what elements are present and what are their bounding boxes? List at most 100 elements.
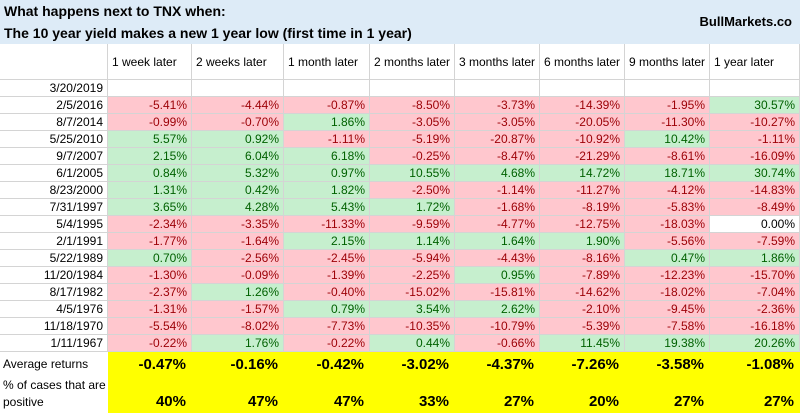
return-cell: -0.87%	[284, 97, 370, 114]
row-date: 1/11/1967	[0, 335, 108, 352]
return-cell: -18.02%	[625, 284, 710, 301]
return-cell: -8.19%	[540, 199, 625, 216]
summary-value: -4.37%	[455, 352, 540, 377]
return-cell: -9.59%	[370, 216, 455, 233]
return-cell: -0.09%	[192, 267, 284, 284]
return-cell: 1.82%	[284, 182, 370, 199]
return-cell: -0.66%	[455, 335, 540, 352]
return-cell: -2.36%	[710, 301, 800, 318]
return-cell: -1.30%	[108, 267, 192, 284]
return-cell: -4.44%	[192, 97, 284, 114]
return-cell: -1.64%	[192, 233, 284, 250]
return-cell: 2.15%	[108, 148, 192, 165]
row-date: 2/5/2016	[0, 97, 108, 114]
return-cell: 5.32%	[192, 165, 284, 182]
return-cell: -7.73%	[284, 318, 370, 335]
column-header: 1 month later	[284, 44, 370, 80]
summary-value: 20%	[540, 377, 625, 413]
return-cell: 14.72%	[540, 165, 625, 182]
subtitle: The 10 year yield makes a new 1 year low…	[0, 22, 800, 44]
return-cell: 6.18%	[284, 148, 370, 165]
return-cell: -4.12%	[625, 182, 710, 199]
return-cell: 1.72%	[370, 199, 455, 216]
return-cell: 2.62%	[455, 301, 540, 318]
row-date: 5/4/1995	[0, 216, 108, 233]
empty-cell	[192, 80, 284, 97]
return-cell: 1.90%	[540, 233, 625, 250]
return-cell: 0.97%	[284, 165, 370, 182]
row-date: 11/20/1984	[0, 267, 108, 284]
column-header: 3 months later	[455, 44, 540, 80]
return-cell: -11.30%	[625, 114, 710, 131]
empty-cell	[625, 80, 710, 97]
return-cell: -20.87%	[455, 131, 540, 148]
return-cell: -15.81%	[455, 284, 540, 301]
return-cell: 30.74%	[710, 165, 800, 182]
return-cell: -10.35%	[370, 318, 455, 335]
return-cell: 0.42%	[192, 182, 284, 199]
return-cell: -12.75%	[540, 216, 625, 233]
corner	[0, 44, 108, 80]
row-date: 4/5/1976	[0, 301, 108, 318]
row-date: 7/31/1997	[0, 199, 108, 216]
row-date: 6/1/2005	[0, 165, 108, 182]
return-cell: 6.04%	[192, 148, 284, 165]
return-cell: -14.62%	[540, 284, 625, 301]
summary-value: 47%	[192, 377, 284, 413]
row-date: 5/22/1989	[0, 250, 108, 267]
return-cell: -3.05%	[370, 114, 455, 131]
return-cell: -5.19%	[370, 131, 455, 148]
row-date: 11/18/1970	[0, 318, 108, 335]
return-cell: -1.77%	[108, 233, 192, 250]
summary-value: -1.08%	[710, 352, 800, 377]
return-cell: 4.28%	[192, 199, 284, 216]
empty-cell	[455, 80, 540, 97]
return-cell: 30.57%	[710, 97, 800, 114]
return-cell: -10.27%	[710, 114, 800, 131]
column-header: 2 months later	[370, 44, 455, 80]
return-cell: 1.64%	[455, 233, 540, 250]
return-cell: -0.70%	[192, 114, 284, 131]
return-cell: -1.11%	[284, 131, 370, 148]
return-cell: -1.39%	[284, 267, 370, 284]
return-cell: 19.38%	[625, 335, 710, 352]
empty-cell	[540, 80, 625, 97]
return-cell: -5.56%	[625, 233, 710, 250]
return-cell: -10.92%	[540, 131, 625, 148]
return-cell: 3.65%	[108, 199, 192, 216]
summary-value: 40%	[108, 377, 192, 413]
summary-value: -3.02%	[370, 352, 455, 377]
summary-value: -3.58%	[625, 352, 710, 377]
summary-value: 27%	[625, 377, 710, 413]
return-cell: -1.31%	[108, 301, 192, 318]
column-header: 1 year later	[710, 44, 800, 80]
return-cell: 0.00%	[710, 216, 800, 233]
return-cell: 5.43%	[284, 199, 370, 216]
summary-value: 27%	[710, 377, 800, 413]
return-cell: 1.86%	[710, 250, 800, 267]
return-cell: -8.50%	[370, 97, 455, 114]
return-cell: -2.10%	[540, 301, 625, 318]
return-cell: -1.68%	[455, 199, 540, 216]
return-cell: -5.39%	[540, 318, 625, 335]
return-cell: -8.47%	[455, 148, 540, 165]
return-cell: 18.71%	[625, 165, 710, 182]
summary-value: -0.42%	[284, 352, 370, 377]
return-cell: 0.70%	[108, 250, 192, 267]
empty-cell	[284, 80, 370, 97]
return-cell: -2.34%	[108, 216, 192, 233]
return-cell: 1.14%	[370, 233, 455, 250]
return-cell: -3.05%	[455, 114, 540, 131]
return-cell: -5.94%	[370, 250, 455, 267]
return-cell: -2.45%	[284, 250, 370, 267]
return-cell: 0.95%	[455, 267, 540, 284]
return-cell: -5.41%	[108, 97, 192, 114]
summary-value: 27%	[455, 377, 540, 413]
column-header: 2 weeks later	[192, 44, 284, 80]
summary-value: 33%	[370, 377, 455, 413]
return-cell: -1.14%	[455, 182, 540, 199]
return-cell: -3.35%	[192, 216, 284, 233]
return-cell: -7.04%	[710, 284, 800, 301]
return-cell: -21.29%	[540, 148, 625, 165]
